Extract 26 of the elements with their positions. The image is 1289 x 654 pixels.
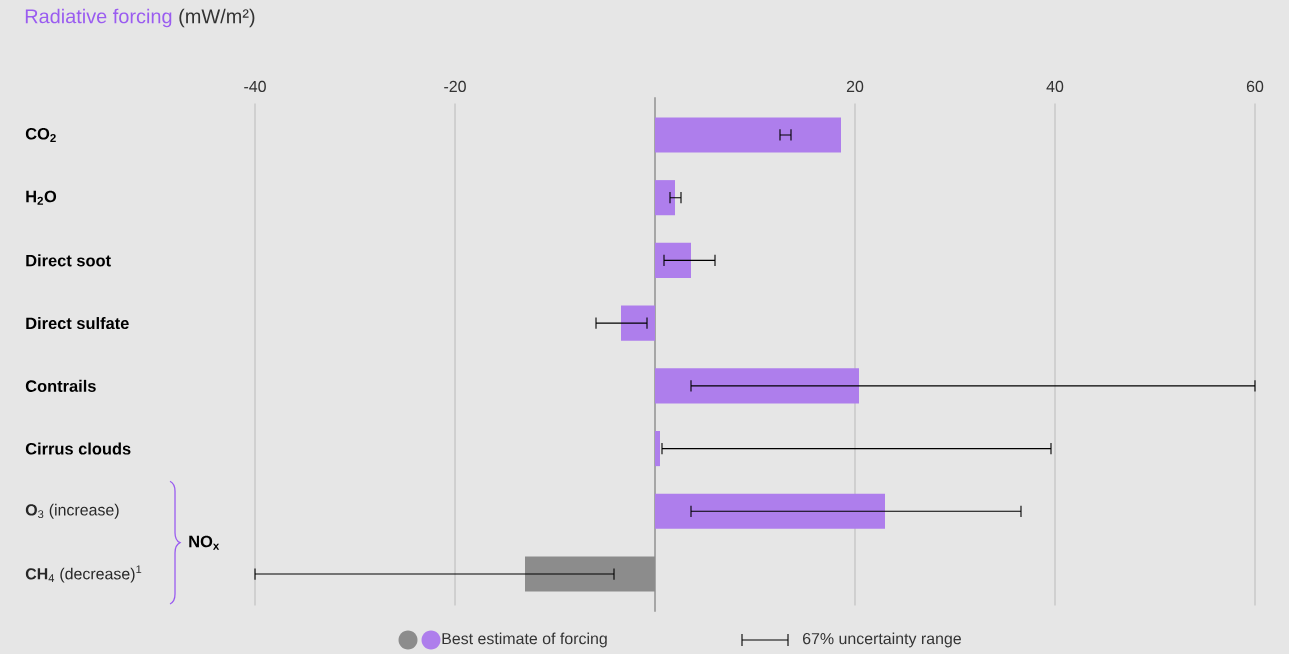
- y-tick-label: Cirrus clouds: [25, 442, 131, 455]
- bar: [655, 180, 675, 216]
- y-tick-label: Contrails: [25, 379, 96, 392]
- x-tick-label: 40: [1046, 80, 1064, 93]
- text: NO$_{x}$: [189, 535, 220, 550]
- y-tick-label: O$_{3}$ (increase): [25, 503, 119, 519]
- bar: [655, 242, 691, 278]
- bar: [655, 493, 885, 529]
- x-tick-label: -20: [444, 80, 466, 93]
- bar: [525, 556, 655, 592]
- bar: [655, 368, 859, 404]
- bar: [655, 431, 660, 467]
- bar: [621, 305, 655, 341]
- y-tick-label: Direct sulfate: [26, 317, 129, 330]
- y-tick-label: H$_{2}$O: [26, 190, 57, 205]
- y-tick-label: CO$_{2}$: [25, 127, 56, 143]
- x-tick-label: -40: [244, 80, 266, 93]
- legend-label: Best estimate of forcing: [442, 632, 607, 648]
- x-tick-label: 60: [1246, 80, 1264, 93]
- x-axis-title: (mW/m²): [179, 8, 255, 28]
- text: 67% uncertainty range: [803, 632, 961, 648]
- x-tick-label: 20: [846, 80, 864, 93]
- bar: [655, 117, 841, 153]
- chart-title: Radiative forcing: [25, 8, 172, 28]
- y-tick-label: CH$_{4}$ (decrease)$^{1}$: [25, 565, 142, 583]
- y-tick-label: Direct soot: [26, 254, 111, 267]
